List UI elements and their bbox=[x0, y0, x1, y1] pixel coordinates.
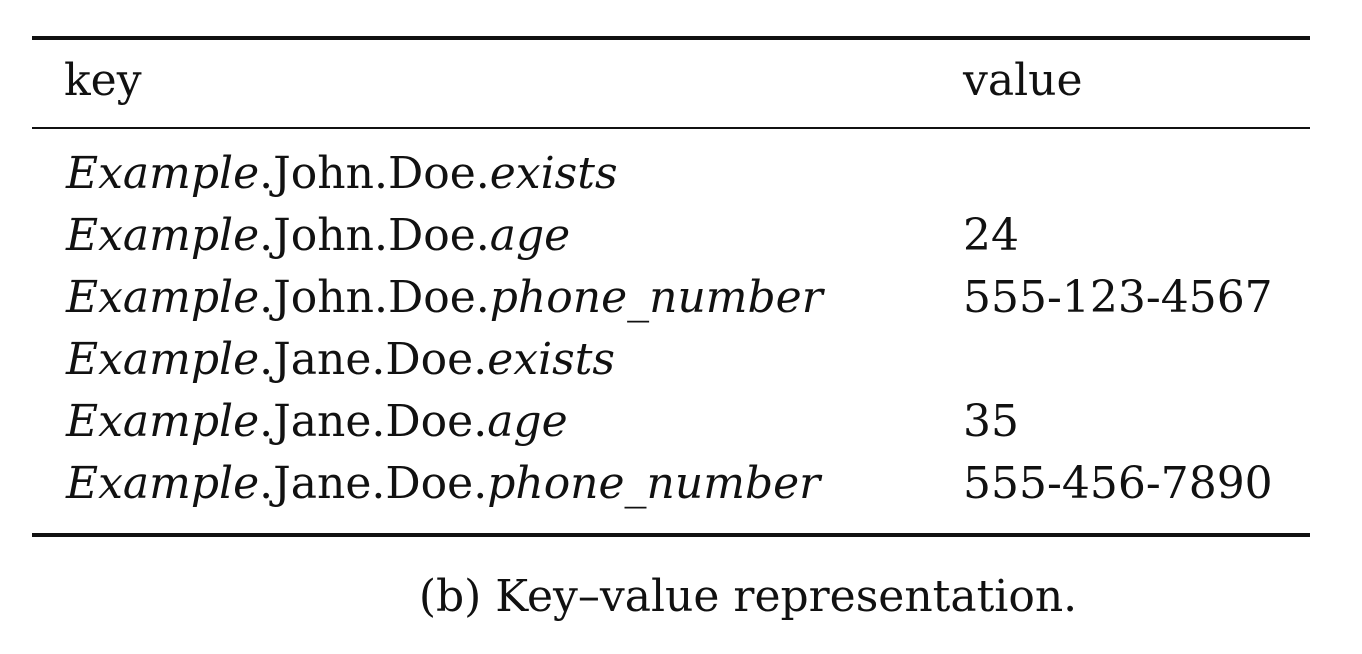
key-prefix: Example bbox=[66, 458, 260, 509]
key-suffix: exists bbox=[487, 334, 615, 385]
table-bottom-rule bbox=[32, 533, 1310, 537]
key-mid: .Jane.Doe. bbox=[259, 334, 488, 385]
table-top-rule bbox=[32, 36, 1310, 40]
value-cell: 555-123-4567 bbox=[963, 272, 1273, 323]
column-header-key: key bbox=[64, 55, 142, 106]
key-prefix: Example bbox=[66, 396, 260, 447]
key-suffix: phone_number bbox=[487, 458, 821, 509]
key-prefix: Example bbox=[66, 210, 260, 261]
key-cell: Example.John.Doe.phone_number bbox=[66, 267, 823, 329]
key-prefix: Example bbox=[66, 334, 260, 385]
table-row: Example.John.Doe.phone_number 555-123-45… bbox=[0, 267, 1362, 329]
table-row: Example.Jane.Doe.phone_number 555-456-78… bbox=[0, 453, 1362, 515]
column-header-value: value bbox=[963, 55, 1083, 106]
key-cell: Example.John.Doe.age bbox=[66, 205, 570, 267]
value-cell: 24 bbox=[963, 210, 1019, 261]
table-row: Example.John.Doe.age 24 bbox=[0, 205, 1362, 267]
key-mid: .Jane.Doe. bbox=[259, 396, 488, 447]
table-row: Example.Jane.Doe.age 35 bbox=[0, 391, 1362, 453]
key-suffix: age bbox=[489, 210, 571, 261]
key-cell: Example.Jane.Doe.age bbox=[66, 391, 568, 453]
key-prefix: Example bbox=[66, 272, 260, 323]
key-suffix: phone_number bbox=[489, 272, 823, 323]
key-mid: .John.Doe. bbox=[259, 272, 490, 323]
key-cell: Example.Jane.Doe.phone_number bbox=[66, 453, 820, 515]
table-caption: (b) Key–value representation. bbox=[418, 571, 1078, 622]
key-cell: Example.John.Doe.exists bbox=[66, 143, 618, 205]
key-prefix: Example bbox=[66, 148, 260, 199]
key-suffix: exists bbox=[489, 148, 618, 199]
value-cell: 555-456-7890 bbox=[963, 458, 1273, 509]
key-suffix: age bbox=[487, 396, 568, 447]
table-row: Example.Jane.Doe.exists bbox=[0, 329, 1362, 391]
key-mid: .John.Doe. bbox=[259, 148, 490, 199]
table-header-rule bbox=[32, 127, 1310, 129]
key-mid: .John.Doe. bbox=[259, 210, 490, 261]
table-row: Example.John.Doe.exists bbox=[0, 143, 1362, 205]
key-mid: .Jane.Doe. bbox=[259, 458, 488, 509]
key-cell: Example.Jane.Doe.exists bbox=[66, 329, 615, 391]
value-cell: 35 bbox=[963, 396, 1019, 447]
